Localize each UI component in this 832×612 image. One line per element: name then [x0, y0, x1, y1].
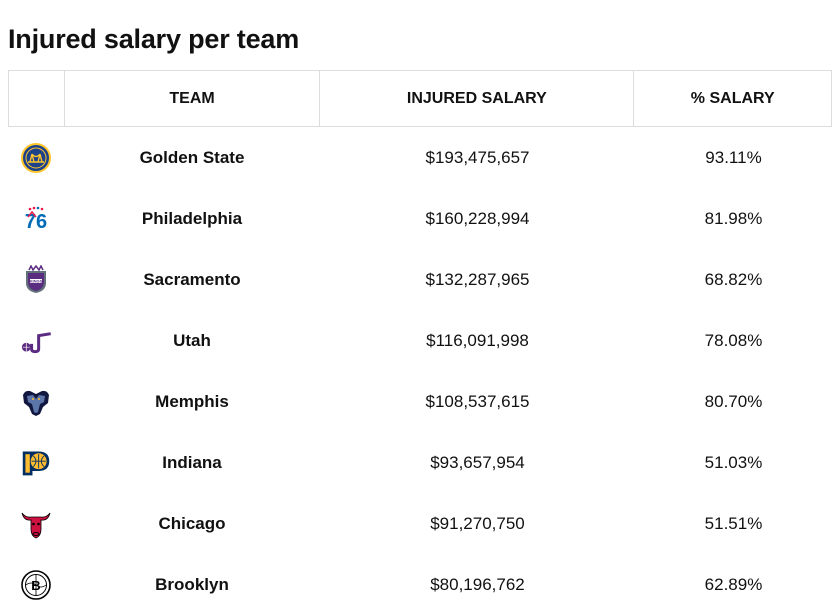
pct-salary-value: 80.70% [704, 391, 763, 411]
table-row: Memphis $108,537,615 80.70% [8, 371, 832, 432]
team-name: Utah [173, 330, 211, 350]
injured-salary-value: $116,091,998 [426, 330, 529, 350]
pct-salary-value: 62.89% [704, 574, 763, 594]
column-header-injured-salary[interactable]: INJURED SALARY [320, 71, 635, 126]
pct-salary-value: 93.11% [705, 147, 762, 167]
sacramento-logo-icon: KINGS [26, 264, 46, 293]
team-name: Golden State [139, 147, 245, 167]
pct-salary-value: 78.08% [704, 330, 763, 350]
injured-salary-table: TEAM INJURED SALARY % SALARY Golden Stat… [8, 70, 832, 612]
column-header-logo [9, 71, 65, 126]
team-name: Philadelphia [141, 208, 243, 228]
team-name: Chicago [158, 513, 226, 533]
column-header-pct-salary[interactable]: % SALARY [690, 89, 775, 107]
pct-salary-value: 51.51% [704, 513, 763, 533]
column-header-team[interactable]: TEAM [65, 71, 321, 126]
injured-salary-value: $132,287,965 [425, 269, 530, 289]
table-row: Utah $116,091,998 78.08% [8, 310, 832, 371]
injured-salary-value: $108,537,615 [425, 391, 530, 411]
team-name: Memphis [155, 391, 229, 411]
team-name: Indiana [162, 452, 222, 472]
philadelphia-logo-icon: 76 [25, 206, 47, 233]
table-row: B Brooklyn $80,196,762 62.89% [8, 554, 832, 612]
injured-salary-value: $193,475,657 [425, 147, 530, 167]
svg-text:B: B [31, 578, 40, 593]
injured-salary-value: $93,657,954 [430, 452, 525, 472]
pct-salary-value: 81.98% [704, 208, 763, 228]
injured-salary-value: $91,270,750 [430, 513, 525, 533]
page-title: Injured salary per team [8, 24, 300, 54]
golden-state-logo-icon [21, 142, 51, 173]
table-row: Golden State $193,475,657 93.11% [8, 127, 832, 188]
table-row: KINGS Sacramento $132,287,965 68.82% [8, 249, 832, 310]
svg-text:76: 76 [25, 211, 47, 233]
memphis-logo-icon [23, 390, 49, 416]
svg-text:KINGS: KINGS [30, 278, 43, 283]
indiana-logo-icon [22, 451, 50, 475]
table-header: TEAM INJURED SALARY % SALARY [8, 70, 832, 127]
table-row: Chicago $91,270,750 51.51% [8, 493, 832, 554]
injured-salary-value: $80,196,762 [430, 574, 525, 594]
table-row: Indiana $93,657,954 51.03% [8, 432, 832, 493]
pct-salary-value: 51.03% [704, 452, 763, 472]
pct-salary-value: 68.82% [704, 269, 763, 289]
brooklyn-logo-icon: B [21, 569, 51, 600]
utah-logo-icon [21, 331, 51, 353]
team-name: Brooklyn [155, 574, 229, 594]
table-row: 76 Philadelphia $160,228,994 81.98% [8, 188, 832, 249]
team-name: Sacramento [143, 269, 241, 289]
chicago-logo-icon [21, 512, 51, 538]
injured-salary-value: $160,228,994 [425, 208, 530, 228]
